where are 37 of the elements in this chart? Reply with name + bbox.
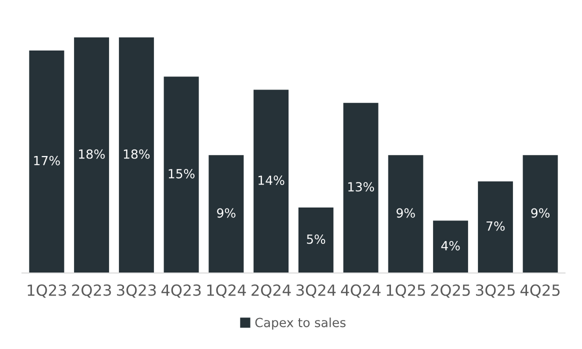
legend-label: Capex to sales: [255, 318, 346, 330]
data-label: 17%: [34, 156, 60, 166]
data-label: 9%: [217, 208, 236, 218]
bar: [74, 37, 110, 273]
x-tick-label: 3Q25: [476, 284, 515, 298]
bar: [433, 220, 468, 273]
x-tick-label: 2Q25: [431, 284, 470, 298]
x-tick-label: 4Q24: [340, 284, 381, 298]
data-label: 15%: [168, 168, 195, 178]
bar: [522, 155, 558, 273]
bar: [478, 181, 513, 273]
data-label: 7%: [486, 221, 505, 231]
x-tick-label: 2Q23: [72, 284, 111, 298]
data-label: 13%: [348, 182, 374, 192]
x-tick-label: 1Q24: [207, 284, 246, 298]
data-label: 5%: [306, 234, 326, 244]
bar: [164, 76, 199, 273]
data-label: 9%: [531, 208, 550, 218]
x-tick-label: 1Q23: [28, 284, 66, 298]
bar: [388, 155, 424, 273]
x-tick-label: 1Q25: [386, 284, 425, 298]
bar: [254, 90, 289, 273]
bar: [208, 155, 244, 273]
data-label: 14%: [258, 176, 284, 185]
x-tick-label: 2Q24: [252, 284, 291, 298]
x-tick-label: 4Q25: [520, 284, 560, 298]
bar: [298, 208, 334, 273]
x-tick-label: 3Q23: [117, 284, 156, 298]
bar: [29, 50, 64, 273]
data-label: 4%: [441, 240, 460, 250]
data-label: 18%: [79, 149, 105, 159]
x-tick-label: 4Q23: [161, 284, 201, 298]
data-label: 9%: [396, 208, 415, 218]
bar: [343, 102, 378, 273]
x-tick-label: 3Q24: [296, 284, 336, 298]
data-label: 18%: [124, 149, 150, 159]
bar: [118, 37, 154, 273]
